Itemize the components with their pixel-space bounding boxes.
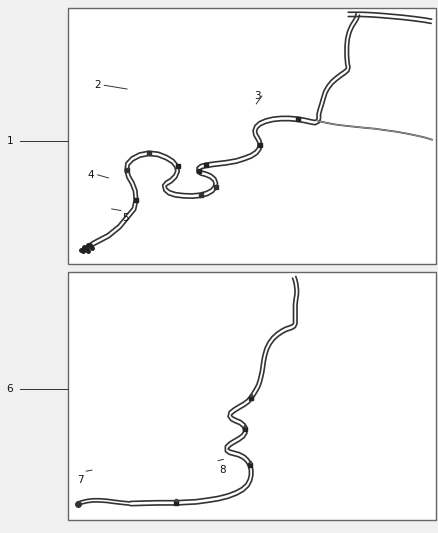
- Text: 5: 5: [122, 213, 128, 223]
- Text: 4: 4: [88, 170, 94, 180]
- Bar: [68, 8, 436, 264]
- Text: 6: 6: [7, 384, 13, 394]
- Text: 7: 7: [78, 475, 84, 486]
- Text: 8: 8: [219, 465, 226, 475]
- Text: 3: 3: [254, 91, 261, 101]
- Text: 1: 1: [7, 136, 13, 146]
- Bar: [68, 272, 436, 520]
- Text: 2: 2: [94, 80, 101, 90]
